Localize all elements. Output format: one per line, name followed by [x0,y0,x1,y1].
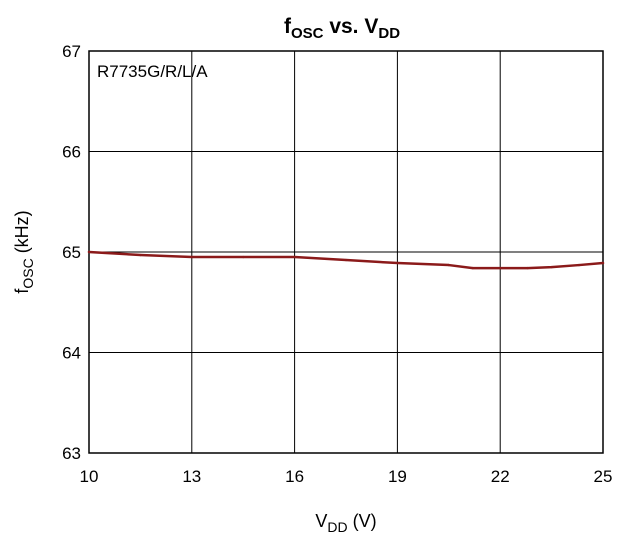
data-point [87,250,91,254]
grid-lines [88,50,604,454]
data-point [139,253,142,257]
x-tick-label: 10 [80,467,99,486]
x-tick-label: 22 [491,467,510,486]
data-point [471,266,474,270]
y-tick-labels: 63 64 65 66 67 [62,42,81,463]
data-point [601,261,605,265]
x-tick-label: 25 [594,467,613,486]
data-point [242,255,245,259]
data-point [499,266,502,270]
x-tick-label: 19 [388,467,407,486]
data-point [550,265,553,269]
data-point [396,261,399,265]
x-tick-label: 13 [182,467,201,486]
y-tick-label: 64 [62,344,81,363]
data-point [447,263,450,267]
chart-title: fOSC vs. VDD [284,15,400,42]
x-tick-label: 16 [285,467,304,486]
data-point [190,255,193,259]
chart-annotation: R7735G/R/L/A [97,62,208,81]
data-point [293,255,296,259]
data-point [577,263,581,267]
series-line [87,250,605,270]
y-tick-label: 63 [62,444,81,463]
data-point [526,266,529,270]
series-points [87,250,605,270]
y-tick-label: 66 [62,143,81,162]
data-point [344,258,348,262]
y-tick-label: 65 [62,243,81,262]
x-tick-labels: 10 13 16 19 22 25 [80,467,613,486]
x-axis-label: VDD (V) [315,511,376,535]
y-axis-label: fOSC (kHz) [12,210,36,293]
y-tick-label: 67 [62,42,81,61]
